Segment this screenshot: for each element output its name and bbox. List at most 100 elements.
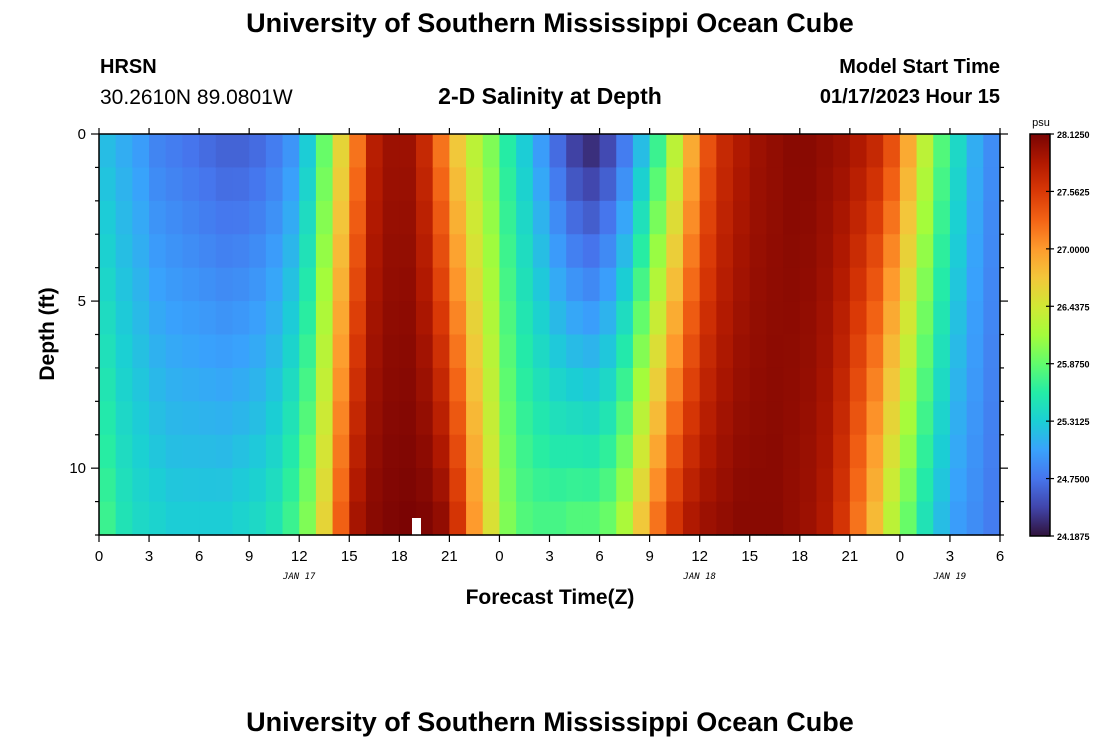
heatmap-cell	[682, 434, 701, 469]
heatmap-cell	[799, 234, 818, 269]
heatmap-cell	[215, 401, 234, 436]
heatmap-cell	[149, 501, 167, 536]
heatmap-cell	[299, 301, 317, 336]
heatmap-cell	[265, 167, 284, 202]
heatmap-cell	[99, 200, 117, 235]
heatmap-cell	[883, 468, 901, 503]
heatmap-cell	[199, 401, 217, 436]
heatmap-cell	[532, 334, 551, 369]
heatmap-cell	[466, 200, 484, 235]
heatmap-cell	[282, 434, 300, 469]
heatmap-cell	[599, 401, 617, 436]
heatmap-cell	[866, 334, 884, 369]
heatmap-cell	[482, 200, 501, 235]
heatmap-cells	[99, 134, 1001, 536]
heatmap-cell	[115, 134, 133, 169]
station-coordinates: 30.2610N 89.0801W	[100, 86, 293, 109]
heatmap-cell	[482, 134, 501, 169]
heatmap-cell	[332, 334, 350, 369]
heatmap-cell	[382, 267, 400, 302]
heatmap-cell	[749, 334, 768, 369]
heatmap-cell	[532, 468, 551, 503]
heatmap-cell	[733, 334, 751, 369]
heatmap-cell	[199, 367, 217, 402]
heatmap-cell	[649, 334, 667, 369]
heatmap-cell	[749, 267, 768, 302]
heatmap-cell	[733, 267, 751, 302]
heatmap-cell	[549, 301, 567, 336]
heatmap-cell	[249, 134, 267, 169]
heatmap-cell	[115, 200, 133, 235]
heatmap-cell	[115, 367, 133, 402]
heatmap-cell	[933, 401, 951, 436]
heatmap-cell	[966, 301, 984, 336]
heatmap-cell	[866, 234, 884, 269]
heatmap-cell	[983, 367, 1001, 402]
heatmap-cell	[532, 200, 551, 235]
heatmap-cell	[215, 200, 234, 235]
heatmap-cell	[566, 200, 584, 235]
heatmap-cell	[382, 501, 400, 536]
heatmap-cell	[115, 434, 133, 469]
heatmap-cell	[866, 367, 884, 402]
heatmap-cell	[182, 200, 200, 235]
heatmap-cell	[632, 267, 651, 302]
heatmap-cell	[349, 334, 367, 369]
heatmap-cell	[933, 301, 951, 336]
heatmap-cell	[299, 401, 317, 436]
heatmap-cell	[416, 367, 434, 402]
heatmap-cell	[799, 468, 818, 503]
heatmap-cell	[249, 167, 267, 202]
heatmap-cell	[115, 234, 133, 269]
heatmap-cell	[299, 267, 317, 302]
heatmap-cell	[516, 301, 534, 336]
x-tick-label: 0	[495, 548, 503, 565]
heatmap-cell	[249, 501, 267, 536]
heatmap-cell	[983, 267, 1001, 302]
heatmap-cell	[99, 167, 117, 202]
heatmap-cell	[933, 234, 951, 269]
heatmap-cell	[582, 501, 601, 536]
heatmap-cell	[232, 501, 250, 536]
heatmap-cell	[532, 434, 551, 469]
heatmap-cell	[949, 267, 968, 302]
heatmap-cell	[899, 401, 918, 436]
x-day-label: JAN 19	[933, 572, 967, 582]
heatmap-cell	[883, 234, 901, 269]
heatmap-cell	[315, 501, 334, 536]
heatmap-cell	[983, 501, 1001, 536]
heatmap-cell	[532, 367, 551, 402]
heatmap-cell	[516, 200, 534, 235]
heatmap-cell	[449, 501, 467, 536]
heatmap-cell	[783, 367, 801, 402]
heatmap-cell	[816, 401, 834, 436]
heatmap-cell	[699, 334, 717, 369]
heatmap-cell	[699, 234, 717, 269]
heatmap-cell	[349, 167, 367, 202]
heatmap-cell	[799, 501, 818, 536]
heatmap-cell	[249, 367, 267, 402]
heatmap-cell	[182, 334, 200, 369]
heatmap-cell	[516, 234, 534, 269]
heatmap-cell	[466, 167, 484, 202]
heatmap-cell	[983, 434, 1001, 469]
heatmap-cell	[365, 267, 384, 302]
heatmap-cell	[149, 401, 167, 436]
heatmap-cell	[799, 334, 818, 369]
heatmap-cell	[666, 434, 684, 469]
heatmap-cell	[682, 301, 701, 336]
heatmap-cell	[766, 367, 784, 402]
x-tick-label: 0	[95, 548, 103, 565]
chart-title: 2-D Salinity at Depth	[438, 83, 662, 109]
heatmap-cell	[149, 167, 167, 202]
heatmap-cell	[432, 301, 450, 336]
heatmap-cell	[365, 301, 384, 336]
heatmap-cell	[165, 267, 184, 302]
heatmap-cell	[432, 334, 450, 369]
heatmap-cell	[933, 334, 951, 369]
heatmap-cell	[566, 468, 584, 503]
heatmap-cell	[399, 334, 417, 369]
heatmap-cell	[332, 167, 350, 202]
heatmap-cell	[916, 234, 934, 269]
heatmap-cell	[749, 134, 768, 169]
